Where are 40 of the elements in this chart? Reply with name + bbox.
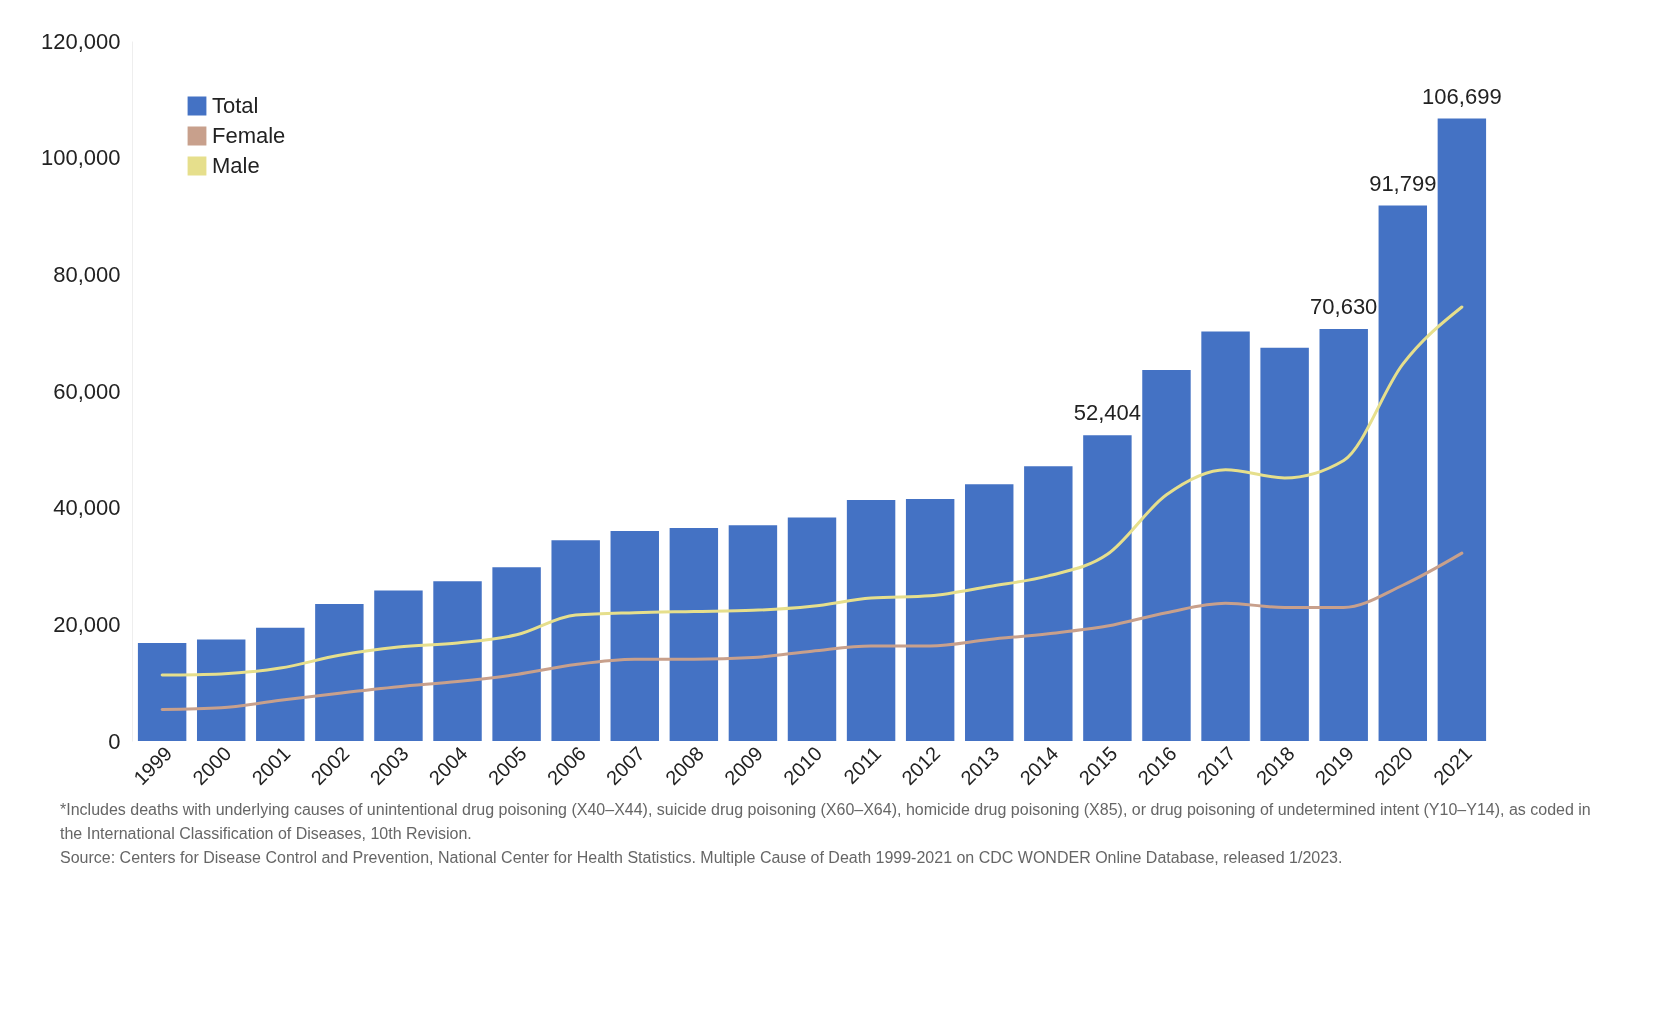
y-tick-label: 40,000 bbox=[53, 495, 121, 521]
bar bbox=[433, 581, 482, 741]
bar bbox=[1260, 347, 1309, 741]
bar bbox=[1378, 205, 1428, 741]
bar bbox=[374, 590, 423, 741]
bar bbox=[965, 484, 1014, 741]
bar bbox=[1437, 118, 1487, 741]
y-tick-label: 120,000 bbox=[40, 28, 121, 54]
y-tick-label: 80,000 bbox=[53, 261, 121, 287]
legend-label: Total bbox=[212, 93, 259, 118]
y-tick-label: 20,000 bbox=[53, 611, 121, 637]
data-label: 70,630 bbox=[1310, 293, 1378, 319]
source-note: Source: Centers for Disease Control and Prevention, National Center for Health Statistics. Multiple Cause of Death 1999-2021 on CDC WONDER Online Database, released 1/2023. bbox=[60, 848, 1344, 868]
y-tick-label: 100,000 bbox=[40, 145, 121, 171]
data-label: 52,404 bbox=[1073, 400, 1142, 426]
data-label: 106,699 bbox=[1422, 83, 1502, 109]
legend-label: Female bbox=[212, 123, 286, 148]
bar bbox=[1142, 370, 1191, 741]
y-tick-label: 0 bbox=[108, 728, 121, 754]
bar bbox=[196, 639, 246, 741]
bar bbox=[551, 540, 600, 741]
bar bbox=[256, 627, 305, 741]
bar bbox=[1319, 328, 1368, 741]
bar bbox=[1201, 331, 1250, 741]
bar bbox=[315, 603, 364, 741]
bar bbox=[1083, 435, 1132, 741]
bar bbox=[787, 517, 837, 741]
bar bbox=[492, 567, 541, 741]
bar bbox=[610, 531, 659, 741]
bar bbox=[669, 528, 719, 741]
bar bbox=[137, 643, 187, 741]
legend-label: Male bbox=[212, 153, 260, 178]
bar bbox=[1024, 466, 1073, 741]
bar bbox=[846, 500, 896, 741]
y-tick-label: 60,000 bbox=[53, 378, 121, 404]
bar bbox=[728, 525, 778, 741]
bar bbox=[905, 498, 955, 741]
text: *Includes deaths with underlying causes of unintentional drug poisoning (X40–X44), suicide drug poisoning (X60–X64), homicide drug poisoning (X85), or drug poisoning of undetermined intent (Y10–Y14), as coded in the International Classification of Diseases, 10th Revision. bbox=[60, 800, 1592, 844]
data-label: 91,799 bbox=[1369, 170, 1437, 196]
line-series bbox=[160, 551, 1464, 711]
